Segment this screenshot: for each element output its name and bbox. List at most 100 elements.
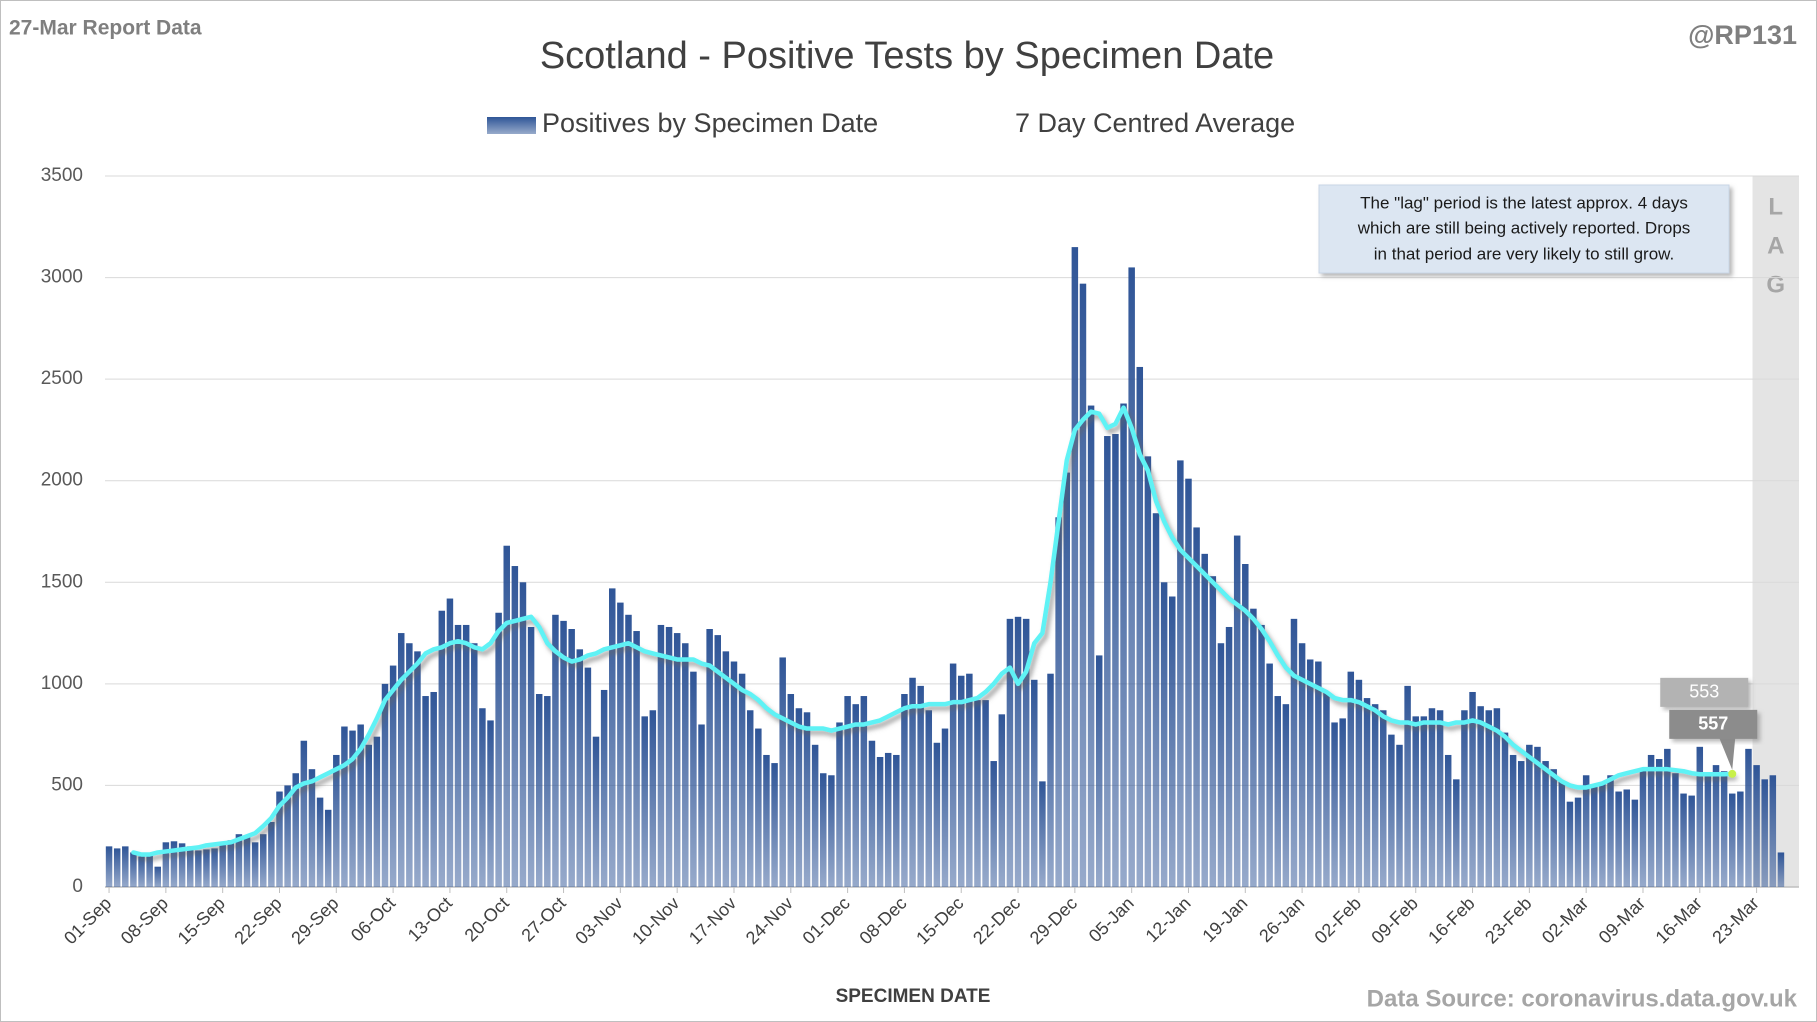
bar (1298, 643, 1306, 887)
latest-point (1728, 769, 1737, 778)
bar (982, 700, 989, 887)
bar (276, 791, 283, 887)
bar (243, 836, 251, 887)
bar (1607, 775, 1614, 887)
bar (130, 852, 137, 887)
bar (397, 633, 405, 887)
bar (609, 588, 616, 887)
bar (1566, 801, 1574, 887)
bar (860, 696, 868, 887)
note-line: in that period are very likely to still … (1374, 244, 1674, 263)
bar (633, 631, 640, 887)
y-tick-label: 3500 (41, 165, 83, 186)
bar (1461, 710, 1468, 887)
bar (1201, 553, 1208, 887)
bar (690, 671, 697, 887)
bar (1290, 618, 1298, 887)
note-line: which are still being actively reported.… (1357, 218, 1691, 237)
bar (738, 673, 746, 887)
bar (714, 635, 721, 887)
bar (1729, 793, 1736, 887)
bar (828, 775, 835, 887)
bar (227, 840, 235, 887)
bar (1063, 472, 1070, 887)
y-tick-label: 1000 (41, 673, 83, 694)
bar (544, 696, 551, 887)
bar (1526, 744, 1533, 887)
bar (454, 624, 462, 887)
bar (1347, 671, 1355, 887)
bar (122, 846, 129, 887)
bar (909, 677, 916, 887)
bar (1582, 775, 1590, 887)
bar (471, 643, 478, 887)
bar (1258, 624, 1265, 887)
bar (1428, 708, 1436, 887)
bar (1371, 704, 1379, 887)
bar (1453, 779, 1460, 887)
bar (1517, 761, 1525, 887)
bar (1664, 748, 1671, 887)
bar (1688, 795, 1695, 887)
bar (422, 696, 429, 887)
bar (113, 848, 121, 887)
bar (1242, 564, 1249, 887)
bar (203, 849, 210, 887)
bar (300, 740, 308, 887)
x-axis-title: SPECIMEN DATE (836, 986, 991, 1007)
bar (657, 624, 665, 887)
bar (949, 663, 957, 887)
chart-title: Scotland - Positive Tests by Specimen Da… (540, 35, 1274, 77)
bar (1306, 659, 1314, 887)
bar (211, 848, 218, 887)
bar (154, 866, 161, 887)
bar (495, 612, 502, 887)
bar (933, 742, 941, 887)
bar (592, 736, 600, 887)
bar (292, 773, 299, 887)
bar (1680, 793, 1687, 887)
bar (365, 744, 373, 887)
lag-region (1752, 176, 1799, 887)
bar (324, 809, 332, 887)
bar (1104, 436, 1111, 887)
bar (998, 714, 1006, 887)
bar (162, 842, 170, 887)
bar (487, 720, 494, 887)
bar (1737, 791, 1744, 887)
source-note: Data Source: coronavirus.data.gov.uk (1367, 985, 1798, 1012)
bar (1128, 267, 1135, 887)
bar (552, 614, 559, 887)
bar (925, 710, 933, 887)
bar (535, 694, 543, 887)
bar (600, 689, 608, 887)
bar (284, 785, 291, 887)
bar (446, 598, 454, 887)
bar (1412, 716, 1419, 887)
bar (389, 665, 397, 887)
bar (649, 710, 657, 887)
bar (1477, 706, 1484, 887)
bar (1339, 718, 1346, 887)
callout-pointer (1719, 737, 1736, 770)
bar (1136, 366, 1144, 887)
bar (1469, 691, 1476, 887)
handle: @RP131 (1688, 20, 1797, 50)
callout-box (1660, 677, 1749, 707)
bar (1404, 685, 1411, 887)
bar (884, 752, 892, 887)
bar (1761, 779, 1768, 887)
bar (1217, 643, 1225, 887)
bar (1274, 696, 1281, 887)
bar (966, 673, 973, 887)
bar (1396, 744, 1403, 887)
bar (625, 614, 632, 887)
bar (1420, 716, 1428, 887)
bar (219, 842, 226, 887)
bar (1071, 247, 1079, 888)
bar (876, 756, 884, 887)
report-label: 27-Mar Report Data (9, 17, 202, 40)
bar (901, 694, 908, 887)
bar (1160, 582, 1168, 887)
bar (1047, 673, 1054, 887)
